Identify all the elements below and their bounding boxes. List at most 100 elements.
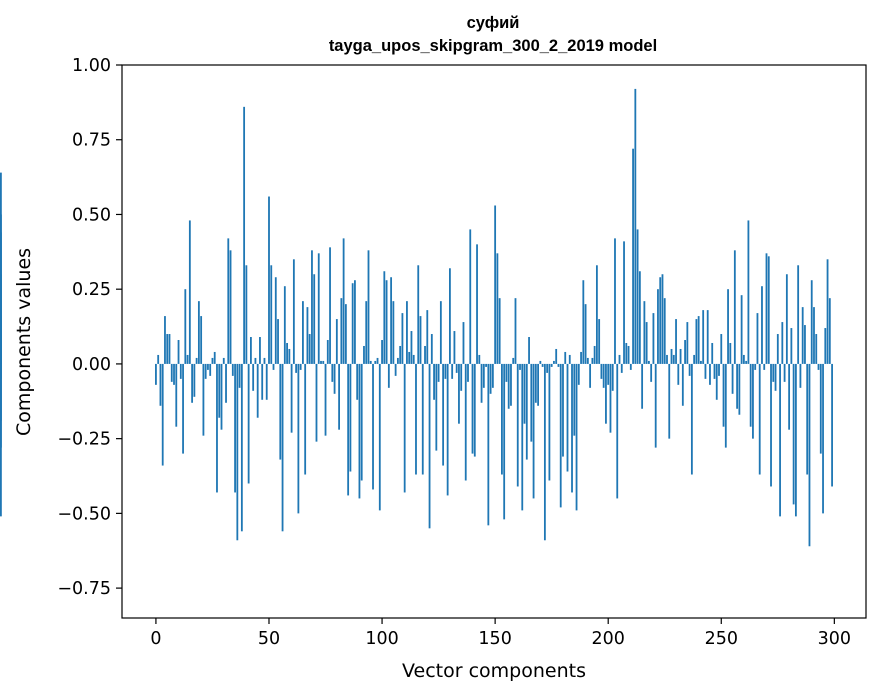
bar xyxy=(819,363,822,454)
bar xyxy=(394,363,397,376)
bar xyxy=(231,363,234,376)
bar xyxy=(236,363,239,541)
bar xyxy=(347,363,350,496)
bar xyxy=(828,298,831,364)
bar xyxy=(245,265,248,364)
bar xyxy=(700,360,702,364)
bar xyxy=(541,363,544,367)
bar xyxy=(702,310,705,364)
bar xyxy=(519,363,521,370)
bar xyxy=(464,363,467,481)
chart-subtitle: tayga_upos_skipgram_300_2_2019 model xyxy=(329,37,657,55)
bar xyxy=(274,277,277,364)
bar xyxy=(720,334,723,364)
bar xyxy=(758,363,761,475)
bar xyxy=(815,334,818,364)
bar xyxy=(376,357,379,364)
bar xyxy=(426,310,429,364)
bar xyxy=(652,313,655,364)
bar xyxy=(539,360,542,364)
bar xyxy=(681,363,684,406)
bar xyxy=(593,345,596,364)
bar xyxy=(335,319,338,364)
bar xyxy=(752,363,754,439)
bar xyxy=(727,289,729,364)
bars-group xyxy=(0,88,833,547)
bar xyxy=(770,363,772,487)
bar xyxy=(650,363,653,382)
bar xyxy=(616,363,619,499)
bar xyxy=(234,363,236,493)
x-tick-label: 300 xyxy=(818,629,851,649)
bar xyxy=(290,363,293,433)
bar xyxy=(677,363,680,385)
bar xyxy=(170,363,173,382)
bar xyxy=(711,342,714,364)
bar xyxy=(598,319,601,364)
bar xyxy=(749,363,752,427)
bar xyxy=(776,334,779,364)
bar xyxy=(403,363,406,493)
bar xyxy=(168,334,171,364)
bar xyxy=(715,363,718,400)
bar xyxy=(783,363,786,382)
bar xyxy=(188,220,191,364)
bar xyxy=(799,363,802,388)
bar xyxy=(571,363,573,493)
bar xyxy=(523,363,526,424)
bar xyxy=(383,271,386,364)
bar xyxy=(374,360,377,364)
bar xyxy=(469,229,472,364)
bar xyxy=(580,351,582,364)
bar xyxy=(797,265,800,364)
bar xyxy=(193,363,196,397)
bar xyxy=(207,363,209,370)
bar xyxy=(333,363,336,394)
bar xyxy=(480,363,483,403)
bar xyxy=(297,363,300,514)
bar xyxy=(349,363,352,472)
bar xyxy=(344,304,347,364)
bar xyxy=(252,363,255,391)
bar xyxy=(331,363,334,382)
bar xyxy=(609,363,612,433)
x-tick-label: 250 xyxy=(705,629,738,649)
bar xyxy=(505,363,508,382)
bar xyxy=(182,363,184,454)
bar xyxy=(247,363,250,484)
bar xyxy=(342,238,345,364)
bar xyxy=(157,354,160,364)
bar xyxy=(442,363,445,466)
bar xyxy=(826,259,829,364)
bar xyxy=(360,363,363,481)
bar xyxy=(688,363,691,376)
bar xyxy=(605,363,607,424)
bar xyxy=(406,301,408,364)
bar xyxy=(575,363,578,511)
bar xyxy=(817,363,820,370)
bar xyxy=(329,247,331,364)
bar xyxy=(602,363,605,388)
bar xyxy=(724,363,727,448)
bar xyxy=(378,363,381,511)
bar xyxy=(611,363,614,391)
bar xyxy=(772,363,775,382)
bar xyxy=(661,274,664,364)
x-tick-label: 100 xyxy=(365,629,398,649)
bar xyxy=(155,363,157,385)
bar xyxy=(801,307,804,364)
bar xyxy=(514,298,517,364)
bar xyxy=(209,363,212,376)
bar xyxy=(313,274,316,364)
bar xyxy=(435,363,438,451)
bar xyxy=(679,348,682,364)
bar xyxy=(471,363,474,454)
bar xyxy=(326,340,329,364)
bar xyxy=(458,363,460,424)
bar xyxy=(460,363,463,391)
bar xyxy=(202,363,205,436)
bar xyxy=(638,271,641,364)
bar xyxy=(693,354,696,364)
bar xyxy=(731,363,734,394)
